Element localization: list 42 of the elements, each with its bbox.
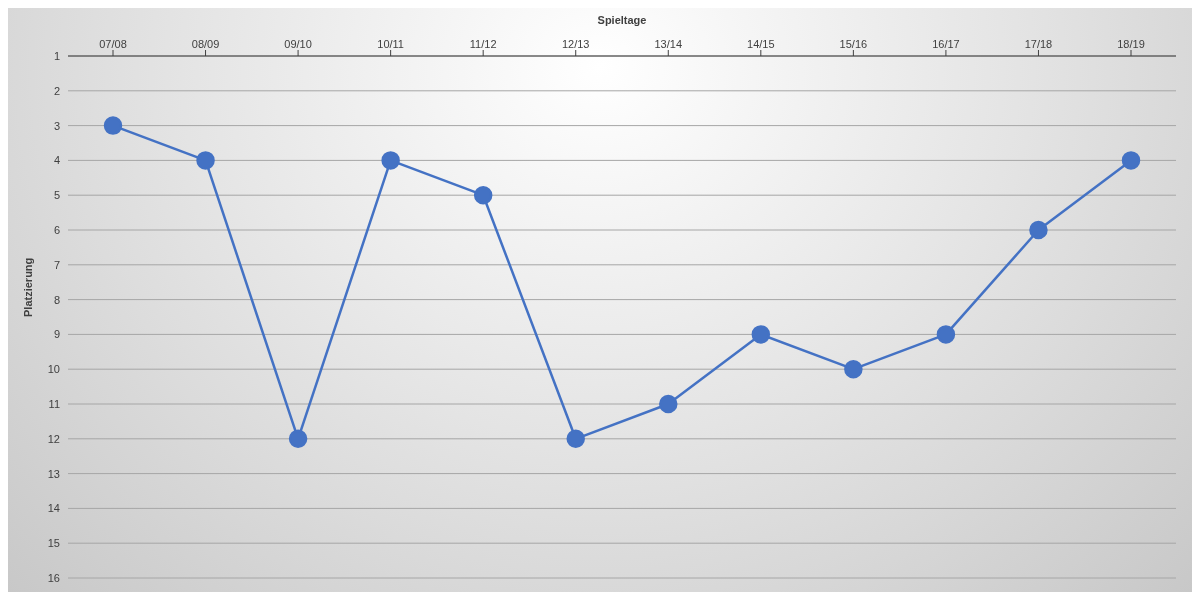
y-tick-label: 13 [47,467,60,480]
x-tick-label: 08/09 [191,38,220,50]
y-tick-label: 12 [47,432,60,445]
x-tick-label: 15/16 [839,38,868,50]
x-tick-label: 07/08 [99,38,127,50]
point [196,151,215,170]
y-tick-label: 6 [53,223,60,236]
point [936,325,956,344]
x-tick-label: 11/12 [469,38,497,50]
y-tick-label: 5 [53,189,60,202]
point [103,116,123,135]
y-tick-label: 2 [53,84,60,97]
y-tick-label: 16 [47,571,60,584]
point [566,429,585,449]
x-tick-label: 13/14 [654,38,683,50]
point [844,359,863,379]
y-tick-label: 9 [53,328,60,341]
y-tick-label: 7 [53,258,60,271]
x-tick-label: 09/10 [284,38,312,50]
x-tick-label: 10/11 [377,38,404,50]
x-tick-label: 14/15 [747,38,775,50]
y-tick-label: 11 [48,397,60,410]
x-tick-label: 12/13 [561,38,590,50]
x-tick-label: 18/19 [1117,38,1145,50]
y-axis-title: Platzierung [21,257,34,317]
point [1029,220,1048,240]
point [288,429,308,449]
y-tick-label: 3 [53,119,60,132]
x-axis-title: Spieltage [597,13,647,26]
point [381,151,400,170]
point [473,185,493,205]
x-tick-label: 16/17 [932,38,960,50]
y-tick-label: 14 [47,502,60,515]
point [1121,151,1141,170]
point [751,325,771,344]
y-tick-label: 1 [53,49,60,62]
y-tick-label: 4 [53,154,60,167]
x-tick-label: 17/18 [1024,38,1053,50]
y-tick-label: 15 [47,537,60,550]
point [659,394,678,414]
y-tick-label: 10 [47,363,60,376]
y-tick-label: 8 [53,293,60,306]
